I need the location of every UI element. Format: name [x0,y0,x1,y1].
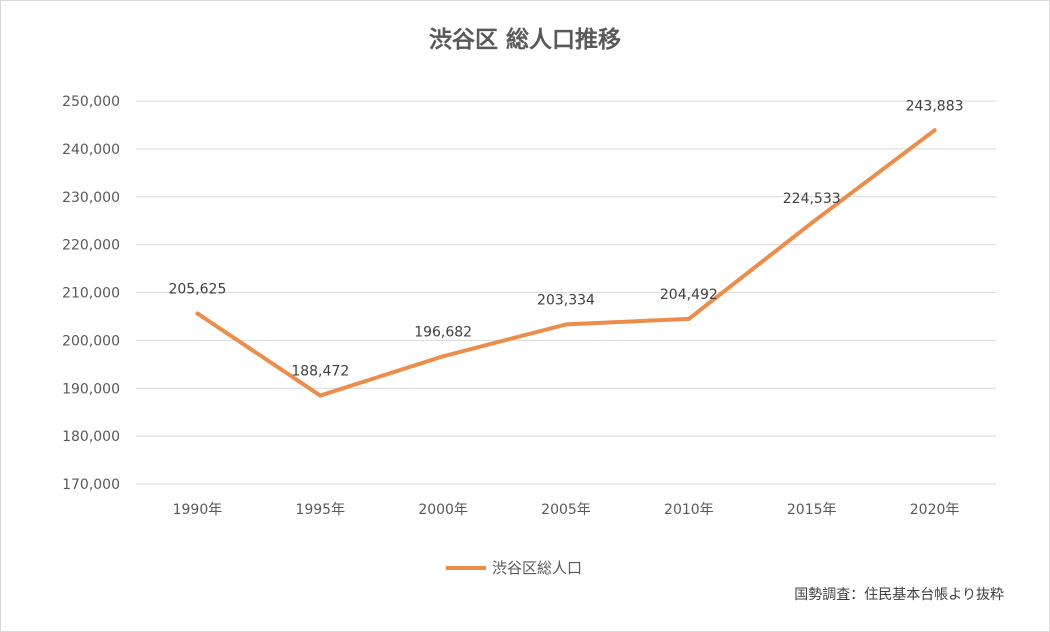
data-label: 204,492 [660,287,718,303]
data-label: 205,625 [168,281,226,297]
x-tick-label: 1995年 [295,502,345,518]
data-point [441,354,446,359]
x-tick-label: 2010年 [664,502,714,518]
data-label: 188,472 [291,364,349,380]
y-tick-label: 190,000 [62,381,120,397]
data-label: 196,682 [414,324,472,340]
legend-label: 渋谷区総人口 [492,559,583,577]
gridlines [136,100,996,485]
data-point [686,316,691,321]
y-axis-ticks: 170,000 180,000 190,000 200,000 210,000 220,0… [62,94,120,493]
y-tick-label: 210,000 [62,286,120,302]
data-point [809,220,814,225]
x-tick-label: 2020年 [910,502,960,518]
data-point [932,128,937,133]
data-label: 224,533 [783,191,841,207]
x-tick-label: 2005年 [541,502,591,518]
source-note: 国勢調査：住民基本台帳より抜粋 [794,587,1004,603]
series-line [195,128,937,398]
data-point [195,311,200,316]
y-tick-label: 170,000 [62,477,120,493]
data-point [564,322,568,327]
y-tick-label: 200,000 [62,333,120,349]
y-tick-label: 180,000 [62,429,120,445]
y-tick-label: 230,000 [62,190,120,206]
x-axis-ticks: 1990年 1995年 2000年 2005年 2010年 2015年 2020年 [173,502,960,518]
legend: 渋谷区総人口 [446,557,582,578]
x-tick-label: 1990年 [173,502,223,518]
data-labels: 205,625 188,472 196,682 203,334 204,492 224,5… [168,98,963,379]
y-tick-label: 250,000 [62,94,120,110]
legend-swatch [446,565,486,570]
data-label: 243,883 [906,98,964,114]
data-point [318,393,323,398]
series-layer [195,128,937,398]
y-tick-label: 240,000 [62,142,120,158]
x-tick-label: 2000年 [418,502,468,518]
y-tick-label: 220,000 [62,238,120,254]
chart-title: 渋谷区 総人口推移 [428,27,621,53]
data-label: 203,334 [537,292,595,308]
x-tick-label: 2015年 [787,502,837,518]
